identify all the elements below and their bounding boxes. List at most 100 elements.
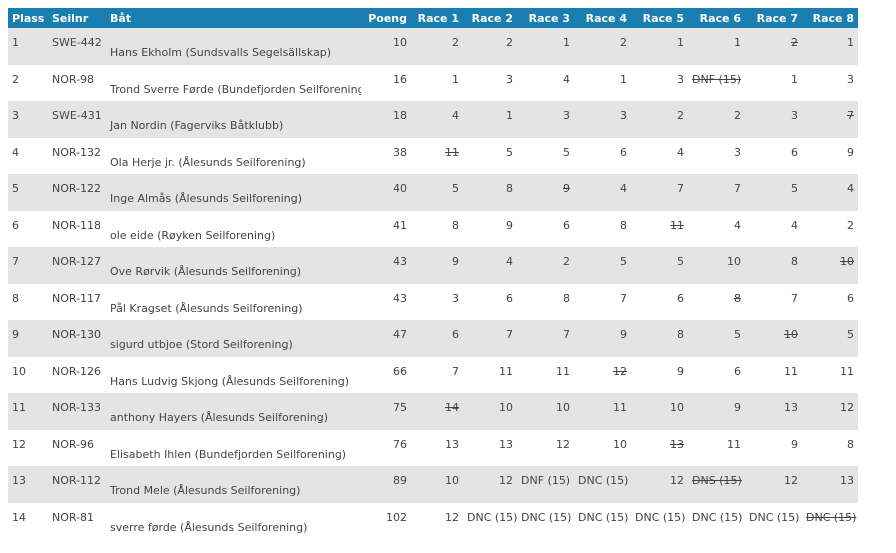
race-2-result-cell: 12 xyxy=(463,466,517,503)
place: 13 xyxy=(12,474,26,487)
race-4-result: 4 xyxy=(620,182,627,195)
sail-number-cell: NOR-96 xyxy=(48,429,106,466)
sail-number: NOR-122 xyxy=(52,182,102,195)
points: 102 xyxy=(386,510,407,524)
table-row: 13 NOR-112 Trond Mele (Ålesunds Seilforeni… xyxy=(8,466,858,503)
sail-number-cell: NOR-126 xyxy=(48,356,106,393)
race-4-result: 1 xyxy=(620,72,627,86)
sail-number-cell: NOR-122 xyxy=(48,174,106,211)
race-7-result: 5 xyxy=(791,182,798,195)
race-6-result: 6 xyxy=(734,364,741,378)
race-4-result: 12 xyxy=(613,364,627,378)
place-cell: 10 xyxy=(8,356,48,393)
place-cell: 12 xyxy=(8,429,48,466)
race-8-result-cell: 6 xyxy=(802,283,858,320)
race-2-result-cell: 8 xyxy=(463,174,517,211)
points: 76 xyxy=(393,437,407,451)
points-cell: 76 xyxy=(361,429,411,466)
race-5-result: 11 xyxy=(670,218,684,232)
points: 47 xyxy=(393,328,407,341)
race-6-result-cell: 1 xyxy=(688,28,745,65)
race-2-result: 4 xyxy=(506,255,513,268)
race-5-result-cell: 8 xyxy=(631,320,688,357)
race-1-result-cell: 9 xyxy=(411,247,463,284)
race-6-result-cell: DNF (15) xyxy=(688,64,745,101)
race-6-result-cell: 9 xyxy=(688,393,745,430)
race-6-result: 11 xyxy=(727,437,741,451)
boat-name-cell: Pål Kragset (Ålesunds Seilforening) xyxy=(106,283,361,320)
race-8-result: 1 xyxy=(847,36,854,49)
race-4-result-cell: 3 xyxy=(574,101,631,138)
race-2-result-cell: 9 xyxy=(463,210,517,247)
race-4-result-cell: 4 xyxy=(574,174,631,211)
header-race-7: Race 7 xyxy=(745,8,802,28)
race-4-result: 11 xyxy=(613,401,627,414)
race-5-result: 10 xyxy=(670,401,684,414)
race-3-result: 9 xyxy=(563,182,570,195)
race-4-result-cell: 2 xyxy=(574,28,631,65)
race-8-result-cell: 4 xyxy=(802,174,858,211)
race-5-result: 5 xyxy=(677,255,684,268)
race-3-result: 3 xyxy=(563,109,570,122)
race-8-result-cell: 11 xyxy=(802,356,858,393)
points-cell: 18 xyxy=(361,101,411,138)
race-2-result-cell: 2 xyxy=(463,28,517,65)
points: 75 xyxy=(393,401,407,414)
sail-number: NOR-130 xyxy=(52,328,102,341)
table-row: 6 NOR-118 ole eide (Røyken Seilforening) 41… xyxy=(8,210,858,247)
place-cell: 8 xyxy=(8,283,48,320)
race-3-result: 1 xyxy=(563,36,570,49)
race-5-result: 9 xyxy=(677,364,684,378)
race-7-result: 1 xyxy=(791,72,798,86)
race-4-result: 3 xyxy=(620,109,627,122)
header-race-2: Race 2 xyxy=(463,8,517,28)
race-5-result-cell: 13 xyxy=(631,429,688,466)
race-5-result-cell: 4 xyxy=(631,137,688,174)
place: 2 xyxy=(12,72,19,86)
race-1-result-cell: 8 xyxy=(411,210,463,247)
race-8-result: 2 xyxy=(847,218,854,232)
table-row: 7 NOR-127 Ove Rørvik (Ålesunds Seilforenin… xyxy=(8,247,858,284)
race-7-result-cell: 1 xyxy=(745,64,802,101)
table-row: 5 NOR-122 Inge Almås (Ålesunds Seilforenin… xyxy=(8,174,858,211)
boat-name: Jan Nordin (Fagerviks Båtklubb) xyxy=(110,119,284,132)
race-4-result: 10 xyxy=(613,437,627,451)
race-3-result: 10 xyxy=(556,401,570,414)
race-2-result-cell: 10 xyxy=(463,393,517,430)
boat-name-cell: sigurd utbjoe (Stord Seilforening) xyxy=(106,320,361,357)
race-7-result-cell: 5 xyxy=(745,174,802,211)
race-7-result: 10 xyxy=(784,328,798,341)
sail-number: NOR-118 xyxy=(52,218,102,232)
race-3-result-cell: 11 xyxy=(517,356,574,393)
points-cell: 16 xyxy=(361,64,411,101)
boat-name: Elisabeth Ihlen (Bundefjorden Seilforeni… xyxy=(110,447,347,461)
race-3-result-cell: DNF (15) xyxy=(517,466,574,503)
place: 8 xyxy=(12,291,19,305)
boat-name-cell: Trond Sverre Førde (Bundefjorden Seilfor… xyxy=(106,64,361,101)
race-4-result-cell: DNC (15) xyxy=(574,466,631,503)
race-5-result-cell: 2 xyxy=(631,101,688,138)
race-8-result-cell: 7 xyxy=(802,101,858,138)
race-6-result-cell: DNC (15) xyxy=(688,502,745,539)
race-4-result: 8 xyxy=(620,218,627,232)
header-race-1: Race 1 xyxy=(411,8,463,28)
race-3-result: 6 xyxy=(563,218,570,232)
race-3-result: 11 xyxy=(556,364,570,378)
race-5-result-cell: 12 xyxy=(631,466,688,503)
table-row: 12 NOR-96 Elisabeth Ihlen (Bundefjorden Se… xyxy=(8,429,858,466)
race-1-result: 2 xyxy=(452,36,459,49)
race-2-result-cell: 1 xyxy=(463,101,517,138)
sail-number-cell: NOR-133 xyxy=(48,393,106,430)
race-4-result-cell: 1 xyxy=(574,64,631,101)
race-4-result-cell: 5 xyxy=(574,247,631,284)
race-4-result: DNC (15) xyxy=(578,474,629,487)
sail-number: NOR-112 xyxy=(52,474,102,487)
boat-name: Trond Sverre Førde (Bundefjorden Seilfor… xyxy=(110,82,361,96)
boat-name: sigurd utbjoe (Stord Seilforening) xyxy=(110,338,293,351)
race-1-result: 13 xyxy=(445,437,459,451)
boat-name-cell: Ola Herje jr. (Ålesunds Seilforening) xyxy=(106,137,361,174)
race-4-result: DNC (15) xyxy=(578,510,629,524)
boat-name-cell: anthony Hayers (Ålesunds Seilforening) xyxy=(106,393,361,430)
race-1-result-cell: 4 xyxy=(411,101,463,138)
boat-name: sverre førde (Ålesunds Seilforening) xyxy=(110,520,308,534)
